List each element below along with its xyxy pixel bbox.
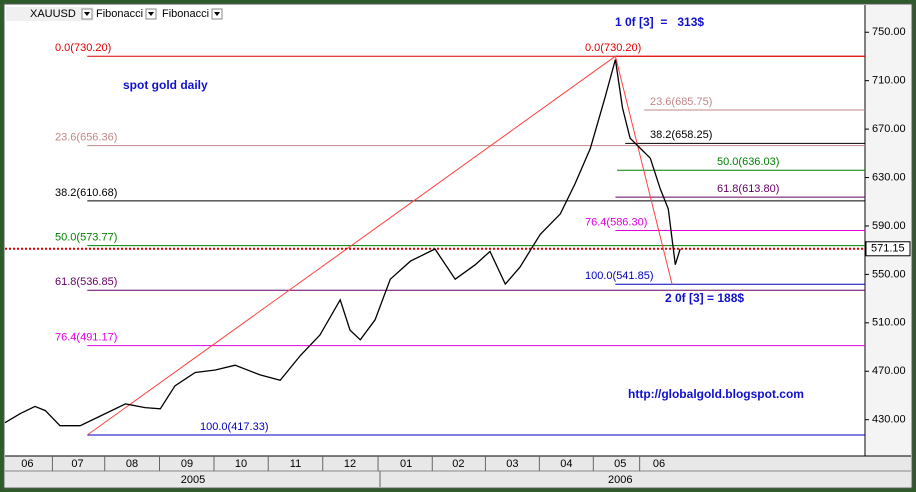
fib-swing	[87, 55, 616, 436]
fib-label-bg	[648, 95, 727, 109]
fib-label-bg	[198, 420, 283, 434]
fib-label-bg	[53, 330, 132, 344]
annotation: spot gold daily	[123, 78, 208, 92]
fib-label-bg	[53, 230, 132, 244]
x-tick-label: 06	[653, 458, 665, 470]
fib-label-bg	[583, 215, 662, 229]
y-tick-label: 510.00	[872, 317, 906, 329]
y-axis-panel	[866, 5, 911, 456]
fib-label: 50.0(573.77)	[55, 232, 117, 244]
fib-label: 100.0(541.85)	[585, 270, 654, 282]
fib-label-bg	[53, 130, 132, 144]
fib-swing	[614, 56, 673, 285]
fib-label: 23.6(685.75)	[650, 96, 712, 108]
y-tick-label: 630.00	[872, 171, 906, 183]
x-tick-label: 03	[506, 458, 518, 470]
fib-label-bg	[583, 269, 668, 283]
study: Fibonacci	[96, 8, 143, 20]
plot: 0.0(730.20) 23.6(656.36) 38.2(610.68) 50.0(…	[4, 41, 865, 436]
last-price-label: 571.15	[871, 243, 905, 255]
y-tick-label: 750.00	[872, 26, 906, 38]
y-tick-label: 590.00	[872, 220, 906, 232]
fib-label-bg	[53, 275, 132, 289]
price-line	[4, 59, 681, 427]
x-tick-label: 09	[181, 458, 193, 470]
y-tick-label: 550.00	[872, 268, 906, 280]
fib-label: 0.0(730.20)	[585, 42, 641, 54]
fib-label: 61.8(536.85)	[55, 276, 117, 288]
toolbar: XAUUSD Fibonacci Fibonacci	[6, 7, 223, 21]
study: Fibonacci	[162, 8, 209, 20]
x-tick-label: 07	[71, 458, 83, 470]
year-label: 2005	[181, 474, 205, 486]
fib-label-bg	[648, 128, 727, 142]
last-price-box	[865, 241, 911, 257]
fib-label-bg	[715, 182, 794, 196]
fib-label: 76.4(491.17)	[55, 332, 117, 344]
x-tick-label: 10	[235, 458, 247, 470]
y-tick-label: 670.00	[872, 123, 906, 135]
fib-label: 0.0(730.20)	[55, 42, 111, 54]
y-tick-label: 430.00	[872, 414, 906, 426]
x-tick-label: 04	[560, 458, 572, 470]
x-tick-label: 08	[126, 458, 138, 470]
fib-label: 38.2(610.68)	[55, 187, 117, 199]
annotation: http://globalgold.blogspot.com	[628, 387, 804, 401]
dropdown-arrow	[214, 12, 220, 16]
symbol-box[interactable]	[6, 7, 94, 21]
fib-label: 61.8(613.80)	[717, 183, 779, 195]
x-tick-label: 05	[614, 458, 626, 470]
fib-label: 50.0(636.03)	[717, 156, 779, 168]
fib-label: 76.4(586.30)	[585, 216, 647, 228]
fib-label-bg	[715, 155, 794, 169]
symbol: XAUUSD	[30, 8, 76, 20]
x-tick-label: 12	[344, 458, 356, 470]
fib-label: 23.6(656.36)	[55, 132, 117, 144]
dropdown-arrow	[148, 12, 154, 16]
fib-label: 100.0(417.33)	[200, 421, 269, 433]
fib-label: 38.2(658.25)	[650, 129, 712, 141]
fib-label-bg	[53, 185, 132, 199]
annotation: 2 0f [3] = 188$	[665, 291, 744, 305]
x-tick-label: 01	[400, 458, 412, 470]
dropdown-arrow	[84, 12, 90, 16]
y-tick-label: 470.00	[872, 365, 906, 377]
fib-label-bg	[53, 41, 126, 55]
fib-label-bg	[583, 41, 656, 55]
y-tick-label: 710.00	[872, 75, 906, 87]
annotation: 1 0f [3] = 313$	[615, 15, 704, 29]
x-tick-label: 02	[452, 458, 464, 470]
x-tick-label: 06	[21, 458, 33, 470]
x-tick-label: 11	[290, 458, 301, 470]
year-label: 2006	[608, 474, 632, 486]
